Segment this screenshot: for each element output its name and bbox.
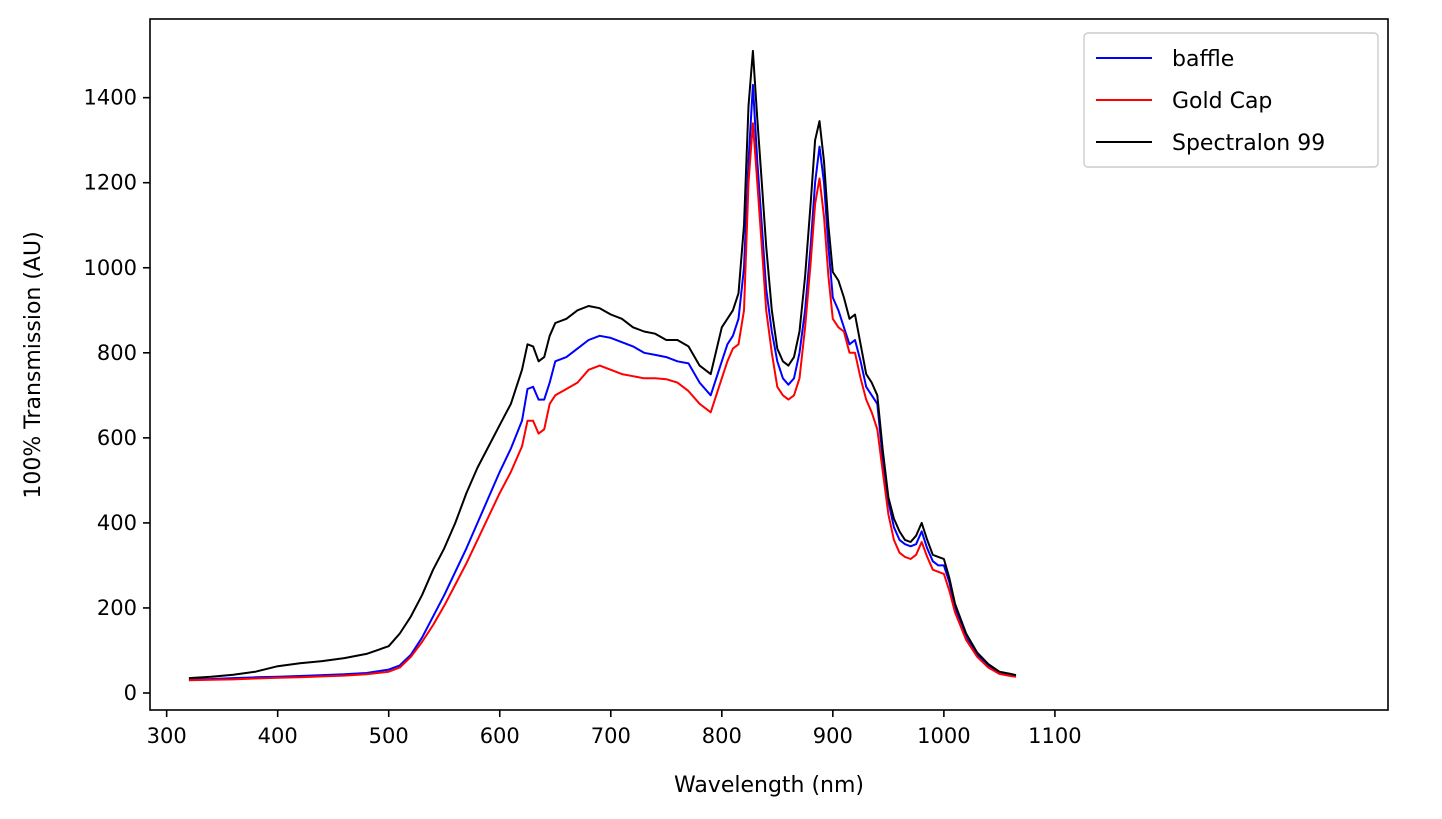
y-axis-label: 100% Transmission (AU) <box>21 231 46 498</box>
x-tick-label: 700 <box>591 724 631 748</box>
y-tick-label: 400 <box>97 511 137 535</box>
plot-frame <box>149 18 1389 711</box>
x-tick-label: 300 <box>147 724 187 748</box>
x-tick-label: 1100 <box>1028 724 1081 748</box>
y-axis-ticks: 0 200 400 600 800 1000 1200 1400 <box>84 86 150 705</box>
legend-box <box>1083 32 1379 168</box>
y-tick-label: 800 <box>97 341 137 365</box>
series-line-1 <box>188 83 1017 681</box>
y-tick-label: 1200 <box>84 171 137 195</box>
x-tick-label: 500 <box>369 724 409 748</box>
legend-label-3: Spectralon 99 <box>1172 131 1325 156</box>
x-tick-label: 1000 <box>917 724 970 748</box>
series-layer <box>188 49 1017 682</box>
x-tick-label: 600 <box>480 724 520 748</box>
series-line-2 <box>188 122 1017 682</box>
x-tick-label: 800 <box>702 724 742 748</box>
legend: baffle Gold Cap Spectralon 99 <box>1083 32 1379 168</box>
y-tick-label: 600 <box>97 426 137 450</box>
y-tick-label: 1400 <box>84 86 137 110</box>
series-line-3 <box>188 49 1017 680</box>
legend-label-2: Gold Cap <box>1172 89 1272 114</box>
y-tick-label: 200 <box>97 596 137 620</box>
y-tick-label: 1000 <box>84 256 137 280</box>
legend-label-1: baffle <box>1172 47 1234 72</box>
x-axis-ticks: 300 400 500 600 700 800 900 1000 1100 <box>147 710 1082 748</box>
x-tick-label: 400 <box>258 724 298 748</box>
y-tick-label: 0 <box>124 681 137 705</box>
x-axis-label: Wavelength (nm) <box>674 773 864 798</box>
x-tick-label: 900 <box>813 724 853 748</box>
